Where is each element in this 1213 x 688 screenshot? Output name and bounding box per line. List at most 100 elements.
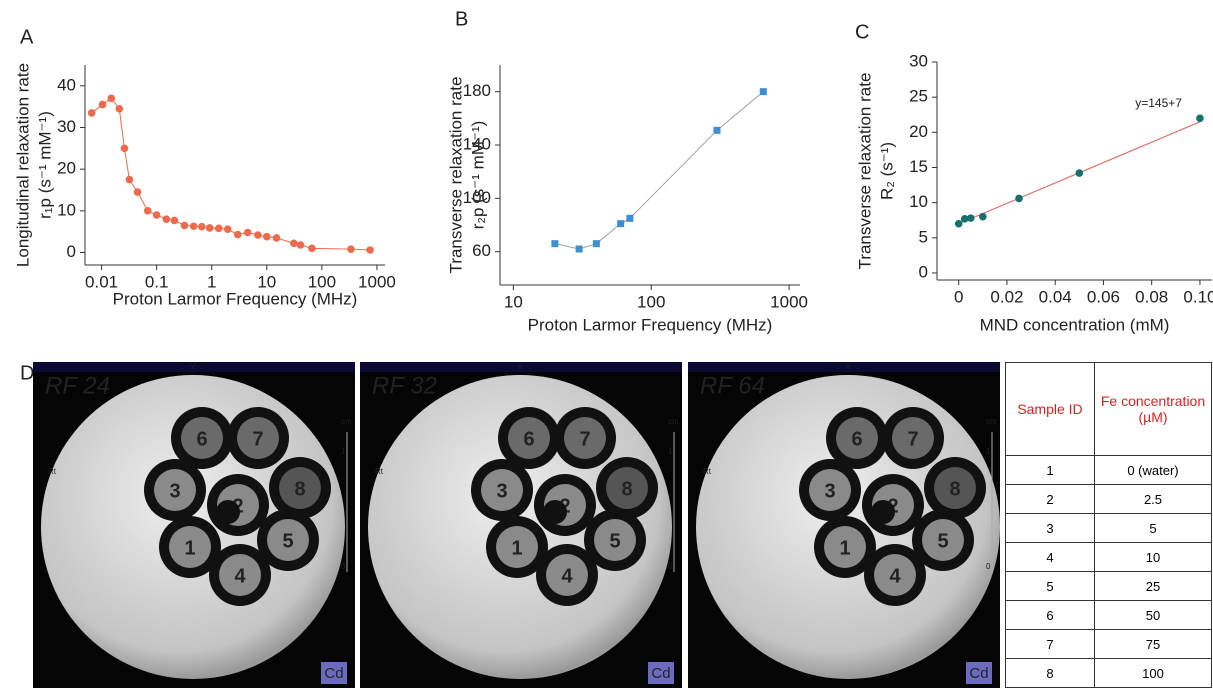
y-axis-label: Longitudinal relaxation rate	[13, 63, 32, 267]
data-point	[189, 222, 198, 231]
data-point	[966, 214, 975, 222]
image-top-bar	[688, 362, 1000, 372]
data-point	[133, 188, 142, 196]
image-title: RF 24	[45, 372, 110, 399]
table-cell: 75	[1094, 629, 1212, 659]
data-point	[308, 244, 316, 253]
tube-label: 4	[234, 565, 246, 587]
y-tick-label: 30	[909, 51, 928, 70]
x-axis-label: Proton Larmor Frequency (MHz)	[528, 315, 773, 334]
table-cell: 2.5	[1094, 484, 1212, 514]
image-top-bar	[360, 362, 682, 372]
data-point	[214, 224, 223, 233]
tube-inner	[169, 526, 211, 568]
data-point	[954, 219, 963, 228]
x-tick-label: 0.08	[1135, 287, 1168, 306]
data-point	[979, 212, 987, 221]
x-tick-label: 10	[504, 292, 523, 311]
data-point	[243, 228, 252, 237]
tube-inner	[874, 554, 916, 596]
table-cell: 3	[1005, 513, 1095, 543]
tube-inner	[154, 469, 196, 511]
data-point	[713, 126, 721, 134]
table-cell: 25	[1094, 571, 1212, 601]
data-point	[115, 104, 124, 113]
table-row: 5 25	[1005, 571, 1212, 601]
y-tick-label: 20	[909, 122, 928, 141]
data-point	[120, 144, 129, 153]
badge	[321, 662, 347, 684]
x-tick-label: 0.06	[1087, 287, 1120, 306]
table-row: 4 10	[1005, 542, 1212, 572]
tube-inner	[934, 467, 976, 509]
data-point	[551, 240, 559, 248]
orientation-mark: Rt	[48, 467, 57, 476]
panel-label: A	[20, 26, 34, 48]
orientation-mark: V	[190, 362, 196, 371]
scale-unit: cm	[668, 417, 679, 426]
tube-label: 6	[523, 428, 534, 450]
table-row: 7 75	[1005, 629, 1212, 659]
table-cell: 5	[1094, 513, 1212, 543]
table-cell: 4	[1005, 542, 1095, 572]
tube-label: 5	[937, 530, 948, 552]
fit-label: y=145+7	[1135, 96, 1182, 110]
y-axis-label: R₂ (s⁻¹)	[877, 142, 896, 200]
tube-inner	[508, 417, 550, 459]
data-point	[575, 245, 583, 253]
tube-label: 3	[496, 480, 507, 502]
data-point	[617, 220, 625, 228]
x-tick-label: 100	[637, 292, 665, 311]
tube-center	[871, 500, 895, 524]
tube-inner	[809, 469, 851, 511]
table-cell: 10	[1094, 542, 1212, 572]
data-point	[170, 216, 179, 225]
tube-label: 1	[839, 537, 850, 559]
y-tick-label: 40	[57, 75, 76, 94]
image-title: RF 32	[372, 372, 437, 399]
data-point	[162, 215, 171, 223]
tube-inner	[219, 554, 261, 596]
tube-label: 5	[282, 530, 293, 552]
data-point	[626, 214, 634, 222]
badge	[966, 662, 992, 684]
tube-inner	[546, 554, 588, 596]
tube-label: 1	[511, 537, 522, 559]
data-point	[152, 211, 161, 219]
orientation-mark: V	[517, 362, 523, 371]
tube-center	[216, 500, 240, 524]
table-cell: 2	[1005, 484, 1095, 514]
tube-inner	[237, 417, 279, 459]
data-point	[180, 221, 189, 230]
data-point	[233, 230, 242, 239]
tube-inner	[836, 417, 878, 459]
tube-label: 8	[294, 478, 305, 500]
data-point	[366, 246, 374, 254]
x-tick-label: 1	[207, 272, 216, 291]
data-point	[125, 175, 134, 184]
table-row: 8 100	[1005, 658, 1212, 688]
y-tick-label: 15	[909, 157, 928, 176]
y-tick-label: 0	[919, 262, 928, 281]
y-tick-label: 20	[57, 159, 76, 178]
scale-label: 1	[986, 447, 991, 456]
panel-label: C	[855, 21, 869, 43]
tube-inner	[892, 417, 934, 459]
tube-label: 6	[851, 428, 862, 450]
y-tick-label: 180	[463, 81, 491, 100]
table-row: 2 2.5	[1005, 484, 1212, 514]
table-cell: 100	[1094, 658, 1212, 688]
y-axis-label: r₁p (s⁻¹ mM⁻¹)	[35, 111, 54, 219]
tube-inner	[824, 526, 866, 568]
table-header: Sample ID	[1005, 362, 1095, 456]
tube-label: 4	[889, 565, 901, 587]
data-point	[197, 222, 206, 231]
y-axis-label: Transverse relaxation rate	[446, 77, 465, 274]
y-tick-label: 140	[463, 134, 491, 153]
table-cell: 5	[1005, 571, 1095, 601]
table-row: 6 50	[1005, 600, 1212, 630]
x-tick-label: 0.01	[85, 272, 118, 291]
